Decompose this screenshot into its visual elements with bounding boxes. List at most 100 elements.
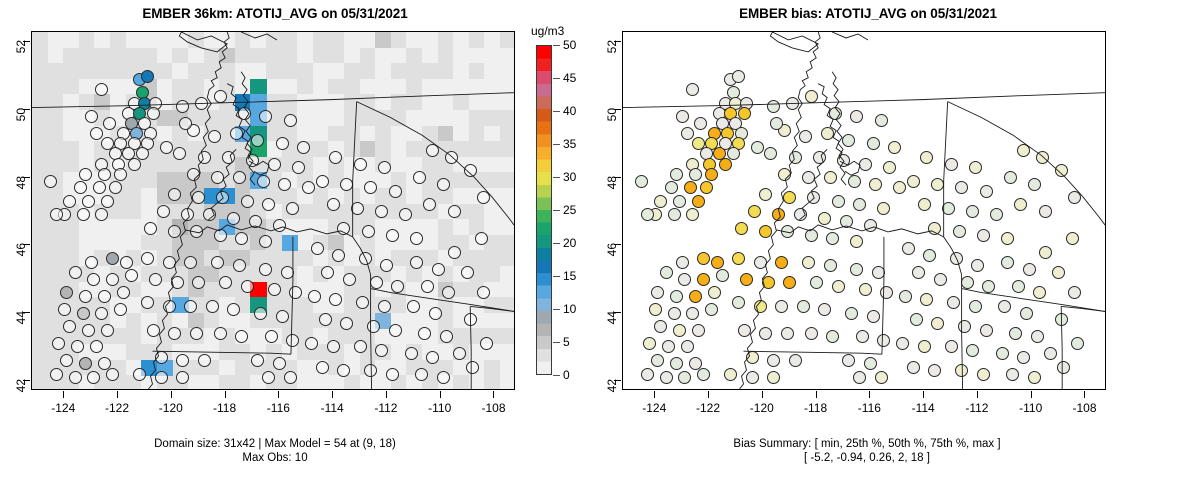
grid-cell	[468, 203, 485, 220]
aqs-station-marker	[71, 340, 85, 354]
grid-cell	[110, 203, 127, 220]
grid-cell	[484, 375, 501, 389]
grid-cell	[47, 219, 64, 236]
grid-cell	[437, 63, 454, 80]
grid-cell	[63, 78, 80, 95]
grid-cell	[390, 78, 407, 95]
aqs-bias-marker	[689, 357, 703, 371]
aqs-bias-marker	[866, 137, 880, 151]
aqs-bias-marker	[678, 272, 692, 286]
aqs-station-marker	[100, 137, 114, 151]
grid-cell	[94, 47, 111, 64]
aqs-station-marker	[350, 201, 364, 215]
aqs-station-marker	[436, 177, 450, 191]
grid-cell	[281, 78, 298, 95]
grid-cell	[297, 47, 314, 64]
aqs-bias-marker	[734, 221, 748, 235]
aqs-bias-marker	[877, 333, 891, 347]
aqs-bias-marker	[955, 181, 969, 195]
x-tick	[869, 391, 871, 398]
aqs-bias-marker	[732, 296, 746, 310]
aqs-station-marker	[254, 306, 268, 320]
aqs-bias-marker	[976, 228, 990, 242]
grid-cell	[422, 250, 439, 267]
aqs-bias-marker	[697, 367, 711, 381]
aqs-station-marker	[329, 293, 343, 307]
grid-cell	[359, 125, 376, 142]
grid-cell	[297, 94, 314, 111]
grid-cell	[219, 344, 236, 361]
aqs-bias-marker	[710, 255, 724, 269]
aqs-station-marker	[211, 255, 225, 269]
aqs-bias-marker	[759, 326, 772, 340]
aqs-station-marker	[342, 272, 356, 286]
colorbar-tick-label: 50	[563, 38, 577, 52]
grid-cell	[375, 47, 392, 64]
aqs-station-marker	[79, 289, 93, 303]
aqs-station-marker	[280, 265, 294, 279]
grid-cell	[422, 47, 439, 64]
x-tick-label: -110	[428, 401, 452, 415]
aqs-station-marker	[259, 262, 273, 276]
grid-cell	[188, 78, 205, 95]
grid-cell	[125, 328, 142, 345]
aqs-bias-marker	[990, 208, 1004, 222]
aqs-bias-marker	[753, 255, 767, 269]
grid-cell	[156, 63, 173, 80]
grid-cell	[390, 156, 407, 173]
x-tick	[439, 391, 441, 398]
grid-cell	[359, 32, 376, 49]
grid-cell	[32, 47, 49, 64]
aqs-bias-marker	[767, 354, 781, 368]
aqs-station-marker	[213, 89, 227, 103]
aqs-bias-marker	[691, 323, 705, 337]
aqs-station-marker	[305, 337, 319, 351]
grid-cell	[78, 78, 95, 95]
grid-cell	[110, 312, 127, 329]
grid-cell	[219, 47, 236, 64]
aqs-bias-marker	[1011, 279, 1025, 293]
aqs-bias-marker	[740, 272, 754, 286]
aqs-bias-marker	[858, 157, 872, 171]
aqs-station-marker	[197, 150, 211, 164]
grid-cell	[156, 172, 173, 189]
grid-cell	[234, 375, 251, 389]
grid-cell	[500, 312, 514, 329]
grid-cell	[500, 63, 514, 80]
aqs-station-marker	[410, 255, 423, 269]
grid-cell	[406, 266, 423, 283]
y-tick-label: 42	[14, 378, 28, 393]
grid-cell	[250, 328, 267, 345]
aqs-bias-marker	[788, 354, 802, 368]
aqs-bias-marker	[705, 167, 719, 181]
aqs-bias-marker	[804, 228, 818, 242]
aqs-station-marker	[162, 299, 176, 313]
aqs-bias-marker	[831, 194, 845, 208]
aqs-bias-marker	[823, 171, 837, 185]
grid-cell	[32, 281, 49, 298]
grid-cell	[234, 344, 251, 361]
grid-cell	[47, 281, 64, 298]
aqs-bias-marker	[847, 174, 861, 188]
aqs-bias-marker	[802, 255, 816, 269]
grid-cell	[63, 47, 80, 64]
grid-cell	[156, 110, 173, 127]
aqs-bias-marker	[683, 181, 697, 195]
aqs-station-marker	[391, 279, 405, 293]
x-tick-label: -112	[965, 401, 989, 415]
grid-cell	[500, 297, 514, 314]
grid-cell	[172, 78, 189, 95]
aqs-bias-marker	[1054, 313, 1068, 327]
y-tick-label: 46	[605, 243, 619, 257]
aqs-station-marker	[127, 157, 141, 171]
aqs-station-marker	[84, 110, 98, 124]
grid-cell	[203, 63, 220, 80]
aqs-bias-marker	[933, 272, 947, 286]
colorbar-tick-label: 40	[563, 104, 577, 118]
aqs-station-marker	[353, 157, 367, 171]
aqs-bias-marker	[802, 171, 816, 185]
aqs-bias-marker	[853, 370, 867, 384]
x-tick-label: -114	[911, 401, 935, 415]
grid-cell	[78, 63, 95, 80]
grid-cell	[63, 141, 80, 158]
